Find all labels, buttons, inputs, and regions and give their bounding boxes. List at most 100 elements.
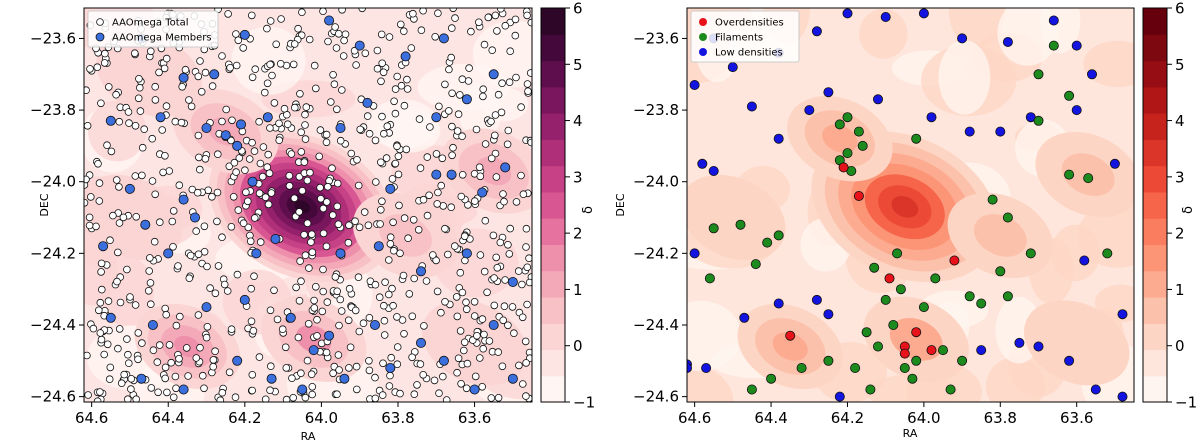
colorbar-tick-label: 4 [1175,112,1185,130]
member-point [220,130,231,141]
total-point [127,374,136,383]
total-point [361,49,370,58]
total-point [297,148,306,156]
total-point [396,389,404,398]
total-point [194,311,203,319]
total-point [364,221,373,230]
member-point [163,248,174,259]
total-point [150,237,159,246]
total-point [97,259,106,268]
total-point [292,283,300,292]
total-point [316,126,325,134]
colorbar-segment [1143,86,1167,114]
total-point [501,21,510,30]
filaments-point [853,126,864,137]
colorbar-segment [1143,8,1167,35]
filaments-point [735,219,746,230]
member-point [178,72,189,83]
total-point [298,187,307,195]
left-panel: 64.6 64.4 64.2 64.0 63.8 63.6 −23.6 −23.8 −24.0 −… [30,7,533,443]
density-contour [891,195,919,218]
total-point [391,85,400,93]
total-point [375,293,384,302]
filaments-point [907,373,918,384]
x-tick-label: 64.2 [831,409,864,427]
density-contour [687,174,786,261]
filaments-point [708,223,719,234]
total-point [140,125,149,133]
total-point [185,96,193,104]
total-point [386,240,395,248]
total-point [85,221,94,230]
total-point [201,68,210,77]
total-point [308,382,317,391]
filaments-point [704,273,715,284]
total-point [338,8,346,14]
total-point [255,189,264,198]
total-point [114,344,122,353]
member-point [235,119,246,130]
total-point [294,333,303,342]
total-point [393,343,402,351]
total-point [475,163,484,172]
total-point [397,81,406,90]
total-point [307,370,316,379]
total-point [311,282,320,291]
total-point [435,389,443,398]
total-point [161,152,169,160]
filaments-point [823,355,834,366]
total-point [259,143,268,151]
total-point [462,298,470,307]
total-point [399,271,408,280]
total-point [151,190,160,199]
low-densities-point [1087,69,1098,80]
density-contour [973,214,1027,257]
total-point [134,355,142,364]
total-point [232,30,240,38]
member-point [239,294,250,305]
total-point [499,190,507,198]
total-point [524,87,532,95]
filaments-point [888,319,899,330]
total-point [241,166,249,175]
total-point [351,306,360,315]
total-point [334,351,343,359]
member-point [105,312,116,323]
filaments-point [918,302,929,313]
total-point [515,361,523,370]
total-point [287,150,296,158]
total-point [115,183,123,191]
total-point [306,168,314,177]
total-point [332,44,341,52]
total-point [487,394,496,402]
total-point [266,386,274,395]
total-point [232,168,240,176]
total-point [268,71,276,80]
total-point [456,268,465,277]
total-point [428,251,437,259]
total-point [266,306,275,315]
total-point [211,289,220,298]
total-point [332,105,341,114]
right-plot-frame [686,7,1135,403]
low-densities-point [842,8,853,19]
total-point [273,315,282,324]
total-point [132,213,141,221]
total-point [211,347,219,356]
total-point [101,49,109,58]
total-point [200,222,209,231]
colorbar-segment [541,191,565,219]
member-point [339,373,350,384]
y-tick-label: −24.0 [30,173,76,191]
total-point [319,229,328,238]
low-densities-point [1014,337,1025,348]
total-point [246,237,255,246]
total-point [425,191,433,200]
total-point [275,136,284,145]
total-point [416,360,425,368]
total-point [508,303,517,311]
total-point [138,143,147,152]
total-point [258,172,267,181]
total-point [218,117,226,126]
total-point [442,396,451,402]
